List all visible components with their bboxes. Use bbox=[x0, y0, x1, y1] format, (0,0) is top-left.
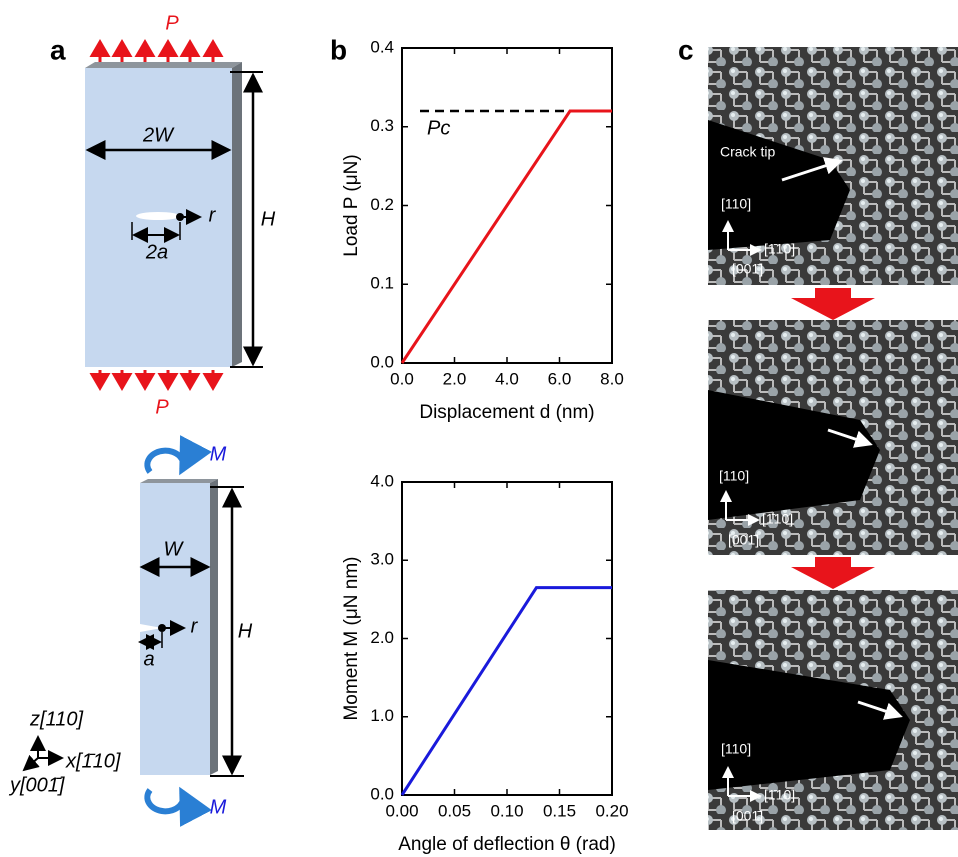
x-tick-label: 6.0 bbox=[548, 369, 572, 388]
tension-plate bbox=[85, 39, 263, 391]
x-tick-label: 0.05 bbox=[438, 801, 471, 820]
y-tick-label: 0.4 bbox=[370, 37, 394, 56]
x-tick-label: 0.00 bbox=[385, 801, 418, 820]
dimension-label: H bbox=[238, 620, 253, 642]
moment-label: M bbox=[210, 796, 227, 818]
axis-direction: [001̄] bbox=[728, 532, 759, 548]
x-tick-label: 0.20 bbox=[595, 801, 628, 820]
y-tick-label: 0.1 bbox=[370, 274, 394, 293]
dimension-label: a bbox=[143, 648, 154, 670]
bending-plate bbox=[22, 435, 244, 827]
coordinate-label: r bbox=[191, 615, 199, 637]
x-axis-label: Displacement d (nm) bbox=[419, 402, 594, 423]
x-tick-label: 0.15 bbox=[543, 801, 576, 820]
annotation: Crack tip bbox=[720, 144, 775, 160]
axis-direction: z[110] bbox=[29, 708, 83, 730]
load-label: P bbox=[155, 396, 169, 418]
data-line bbox=[400, 109, 612, 364]
axis-direction: [1̄10] bbox=[764, 787, 795, 803]
x-tick-label: 0.0 bbox=[390, 369, 414, 388]
dimension-label: W bbox=[164, 538, 185, 560]
y-tick-label: 2.0 bbox=[370, 628, 394, 647]
axis-direction: [1̄10] bbox=[764, 241, 795, 257]
x-tick-label: 0.10 bbox=[490, 801, 523, 820]
panel-label: c bbox=[678, 34, 694, 65]
axis-direction: [001̄] bbox=[732, 808, 763, 824]
axis-direction: [110] bbox=[721, 741, 751, 757]
panel-label: b bbox=[330, 34, 347, 65]
x-tick-label: 4.0 bbox=[495, 369, 519, 388]
dimension-label: H bbox=[261, 208, 276, 230]
annotation: Pc bbox=[427, 117, 450, 139]
y-tick-label: 1.0 bbox=[370, 706, 394, 725]
axis-direction: [110] bbox=[719, 468, 749, 484]
dimension-label: 2a bbox=[145, 241, 168, 263]
x-tick-label: 2.0 bbox=[443, 369, 467, 388]
y-tick-label: 0.0 bbox=[370, 784, 394, 803]
axis-direction: x[1̄10] bbox=[65, 750, 121, 772]
moment-label: M bbox=[210, 443, 227, 465]
simulation-frames bbox=[708, 47, 958, 830]
y-tick-label: 4.0 bbox=[370, 471, 394, 490]
y-axis-label: Moment M (μN nm) bbox=[341, 556, 362, 720]
dimension-label: 2W bbox=[142, 124, 175, 146]
panel-label: a bbox=[50, 34, 66, 65]
y-axis-label: Load P (μN) bbox=[341, 154, 362, 256]
axis-direction: [110] bbox=[721, 196, 751, 212]
coordinate-label: r bbox=[209, 204, 217, 226]
axis-direction: [1̄10] bbox=[762, 511, 793, 527]
x-tick-label: 8.0 bbox=[600, 369, 624, 388]
axis-direction: [001̄] bbox=[732, 261, 763, 277]
x-axis-label: Angle of deflection θ (rad) bbox=[398, 834, 616, 855]
y-tick-label: 0.0 bbox=[370, 352, 394, 371]
axis-direction: y[001̄] bbox=[8, 774, 65, 796]
y-tick-label: 0.3 bbox=[370, 116, 394, 135]
data-line bbox=[400, 586, 612, 796]
y-tick-label: 3.0 bbox=[370, 550, 394, 569]
load-label: P bbox=[165, 12, 179, 34]
y-tick-label: 0.2 bbox=[370, 195, 394, 214]
